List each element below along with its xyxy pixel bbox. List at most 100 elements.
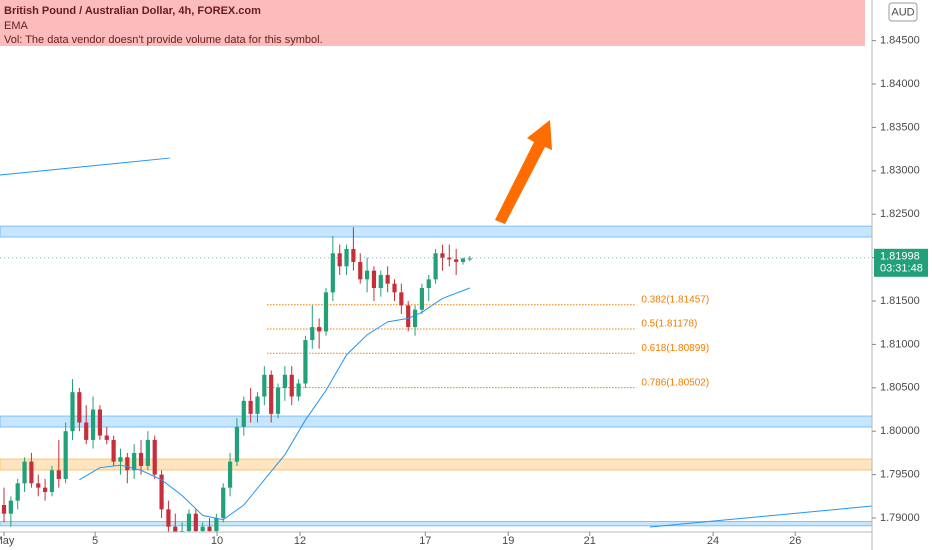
currency-box xyxy=(888,2,918,22)
candle-body xyxy=(248,400,253,414)
candle-body xyxy=(406,305,411,328)
y-tick-label: 1.83500 xyxy=(880,121,920,133)
candle-body xyxy=(200,526,205,532)
candle-body xyxy=(358,261,363,280)
y-tick-label: 1.84500 xyxy=(880,35,920,47)
candle-body xyxy=(36,483,41,488)
candle-body xyxy=(447,257,452,260)
fib-label: 0.786(1.80502) xyxy=(641,377,709,388)
last-price-label: 1.81998 xyxy=(880,251,920,263)
candle-body xyxy=(84,422,89,440)
candle-body xyxy=(227,461,233,488)
candle-body xyxy=(467,258,472,260)
candle-body xyxy=(419,288,425,310)
x-tick-label: 21 xyxy=(584,535,596,547)
fib-label: 0.618(1.80899) xyxy=(641,343,709,354)
candle-body xyxy=(282,374,287,388)
chart-title: British Pound / Australian Dollar, 4h, F… xyxy=(4,5,261,17)
candle-body xyxy=(330,253,335,293)
candle-body xyxy=(159,474,164,510)
candle-body xyxy=(371,270,377,289)
candle-body xyxy=(186,513,192,532)
candle-body xyxy=(234,426,240,462)
y-tick-label: 1.81000 xyxy=(880,338,920,350)
candle-body xyxy=(214,518,219,532)
candle-body xyxy=(118,457,123,462)
candle-body xyxy=(138,452,144,466)
candle-body xyxy=(193,513,198,532)
candle-body xyxy=(351,248,356,262)
candle-body xyxy=(90,409,96,440)
y-tick-label: 1.80500 xyxy=(880,382,920,394)
candle-body xyxy=(399,292,404,306)
candle-body xyxy=(310,327,315,341)
candle-body xyxy=(364,270,370,280)
fib-label: 0.5(1.81178) xyxy=(641,319,697,330)
candle-body xyxy=(173,526,178,532)
candle-body xyxy=(43,487,48,492)
candle-body xyxy=(275,387,281,414)
candle-body xyxy=(15,483,20,501)
y-tick-label: 1.84000 xyxy=(880,78,920,90)
candle-body xyxy=(70,392,75,432)
x-tick-label: May xyxy=(0,535,15,547)
candle-body xyxy=(104,435,109,440)
candle-body xyxy=(166,509,171,527)
header-panel xyxy=(0,0,865,46)
candle-body xyxy=(454,259,459,262)
x-tick-label: 26 xyxy=(789,535,801,547)
candle-body xyxy=(460,258,466,262)
candle-body xyxy=(207,526,212,532)
candle-body xyxy=(323,292,329,332)
x-tick-label: 24 xyxy=(707,535,719,547)
y-tick-label: 1.79000 xyxy=(880,512,920,524)
x-tick-label: 10 xyxy=(211,535,223,547)
trend-line xyxy=(649,505,872,528)
x-tick-label: 19 xyxy=(502,535,514,547)
candle-body xyxy=(378,274,383,289)
candle-body xyxy=(125,457,130,471)
y-tick-label: 1.82500 xyxy=(880,208,920,220)
y-tick-label: 1.79500 xyxy=(880,469,920,481)
x-tick-label: 17 xyxy=(419,535,431,547)
candle-body xyxy=(440,253,445,258)
candle-body xyxy=(289,374,294,397)
candle-body xyxy=(412,309,418,328)
candle-body xyxy=(385,274,390,284)
x-tick-label: 5 xyxy=(92,535,98,547)
volume-note: Vol: The data vendor doesn't provide vol… xyxy=(4,34,323,46)
ema-line xyxy=(79,287,471,521)
arrow-drawing xyxy=(495,120,552,224)
candle-body xyxy=(152,439,157,475)
fib-label: 0.382(1.81457) xyxy=(641,294,709,305)
candle-body xyxy=(221,487,226,519)
candle-body xyxy=(97,409,103,436)
candle-body xyxy=(56,470,61,479)
candle-body xyxy=(337,253,342,267)
countdown-label: 03:31:48 xyxy=(880,263,923,275)
candle-body xyxy=(8,500,13,514)
candle-body xyxy=(433,253,438,280)
candle-body xyxy=(269,374,274,414)
candle-body xyxy=(344,248,349,267)
candle-body xyxy=(49,470,55,492)
candle-body xyxy=(1,505,7,514)
plot-area: 0.382(1.81457) 0.5(1.81178) 0.618(1.80899)… xyxy=(0,157,872,532)
candle-body xyxy=(296,383,301,397)
candle-body xyxy=(145,439,150,466)
candle-body xyxy=(63,431,68,479)
candle-body xyxy=(392,283,397,293)
candle-body xyxy=(426,279,431,289)
candle-body xyxy=(303,340,308,384)
zone xyxy=(0,225,872,238)
trend-line xyxy=(0,157,170,176)
currency-label: AUD xyxy=(891,6,914,18)
candle-body xyxy=(29,461,34,484)
candle-body xyxy=(317,327,322,332)
candle-body xyxy=(77,392,82,423)
candle-body xyxy=(111,439,116,462)
candle-body xyxy=(255,396,260,414)
candle-body xyxy=(22,461,27,484)
candle-body xyxy=(262,374,267,397)
